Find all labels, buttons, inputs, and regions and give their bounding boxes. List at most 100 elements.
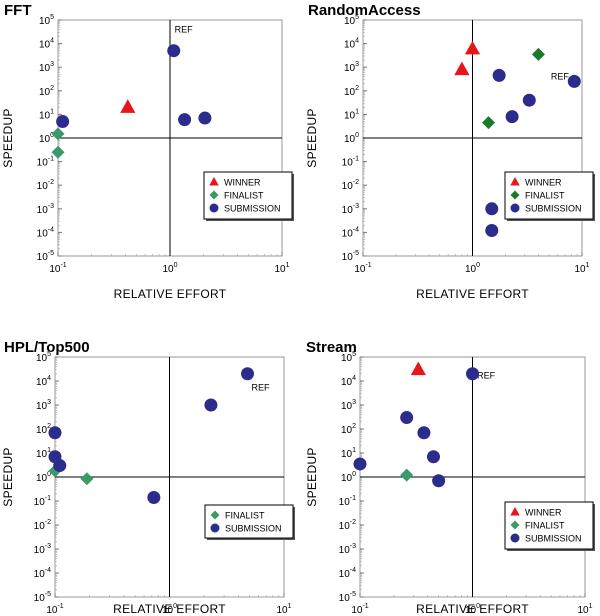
- y-tick-label: 10-2: [37, 179, 54, 192]
- data-point-submission: [198, 111, 212, 125]
- x-tick-label: 101: [577, 603, 592, 616]
- data-point-submission: [492, 68, 506, 82]
- data-point-winner: [464, 40, 481, 55]
- x-tick-label: 101: [274, 262, 289, 275]
- chart-panel-3: 10-5 10-4 10-3 10-2 10-1 100 101 102 103 104 105 10…: [1, 339, 295, 616]
- chart-panel-1: 10-5 10-4 10-3 10-2 10-1 100 101 102 103 104 105 10…: [1, 2, 294, 301]
- x-tick-label: 10-1: [46, 603, 63, 616]
- legend-marker-submission: [209, 203, 219, 213]
- chart-panel-4: 10-5 10-4 10-3 10-2 10-1 100 101 102 103 104 105 10…: [305, 339, 595, 616]
- chart-title: RandomAccess: [308, 2, 421, 19]
- x-tick-label: 100: [162, 262, 177, 275]
- y-tick-label: 10-3: [34, 543, 51, 556]
- y-tick-label: 102: [36, 423, 51, 436]
- y-tick-label: 102: [341, 423, 356, 436]
- legend-marker-finalist: [209, 190, 219, 200]
- x-tick-label: 100: [465, 262, 480, 275]
- legend-label-submission: SUBMISSION: [525, 204, 582, 214]
- data-point-submission: [485, 224, 499, 238]
- y-tick-label: 103: [39, 61, 54, 74]
- x-tick-label: 101: [276, 603, 291, 616]
- y-tick-label: 101: [344, 108, 359, 121]
- y-tick-label: 102: [344, 85, 359, 98]
- legend-label-winner: WINNER: [525, 508, 562, 518]
- x-axis-label: RELATIVE EFFORT: [114, 287, 227, 301]
- y-tick-label: 102: [39, 85, 54, 98]
- y-tick-label: 100: [344, 132, 359, 145]
- legend-marker-finalist: [210, 510, 220, 520]
- y-tick-label: 10-4: [342, 226, 359, 239]
- legend-label-winner: WINNER: [525, 178, 562, 188]
- data-point-submission: [417, 426, 431, 440]
- legend-marker-finalist: [510, 190, 520, 200]
- legend-marker-finalist: [510, 520, 520, 530]
- data-point-submission: [48, 426, 62, 440]
- y-tick-label: 101: [341, 447, 356, 460]
- legend-label-finalist: FINALIST: [525, 191, 565, 201]
- x-tick-label: 10-1: [351, 603, 368, 616]
- data-point-winner: [410, 361, 426, 376]
- legend-box: [204, 504, 294, 539]
- ref-annotation: REF: [175, 24, 194, 34]
- y-tick-label: 103: [36, 399, 51, 412]
- legend-marker-winner: [510, 507, 520, 516]
- y-tick-label: 10-3: [339, 543, 356, 556]
- data-point-finalist: [400, 468, 414, 482]
- y-tick-label: 104: [341, 375, 356, 388]
- legend: FINALIST SUBMISSION: [204, 504, 295, 540]
- x-tick-label: 100: [162, 603, 177, 616]
- data-point-submission: [53, 459, 67, 473]
- data-point-submission: [466, 367, 479, 381]
- legend-label-finalist: FINALIST: [225, 511, 265, 521]
- y-tick-label: 103: [341, 399, 356, 412]
- legend: WINNER FINALIST SUBMISSION: [504, 171, 595, 221]
- data-point-winner: [120, 99, 136, 113]
- y-tick-label: 10-1: [34, 495, 51, 508]
- x-axis-label: RELATIVE EFFORT: [416, 287, 529, 301]
- y-tick-label: 10-4: [34, 567, 51, 580]
- y-tick-label: 10-3: [342, 203, 359, 216]
- legend-label-finalist: FINALIST: [525, 521, 565, 531]
- data-point-submission: [485, 202, 499, 216]
- y-tick-label: 101: [36, 447, 51, 460]
- y-tick-label: 105: [341, 351, 356, 364]
- legend: WINNER FINALIST SUBMISSION: [203, 171, 294, 221]
- data-point-winner: [454, 61, 470, 76]
- y-tick-label: 10-5: [342, 250, 359, 263]
- data-point-finalist: [531, 47, 545, 61]
- y-tick-label: 10-5: [339, 591, 356, 604]
- data-point-finalist: [51, 127, 65, 141]
- y-tick-label: 10-3: [37, 203, 54, 216]
- x-axis-label: RELATIVE EFFORT: [113, 602, 226, 616]
- x-tick-label: 10-1: [354, 262, 371, 275]
- legend: WINNER FINALIST SUBMISSION: [504, 501, 595, 551]
- legend-label-submission: SUBMISSION: [225, 524, 282, 534]
- chart-title: Stream: [306, 339, 357, 356]
- legend-label-submission: SUBMISSION: [224, 204, 281, 214]
- ref-annotation: REF: [477, 370, 496, 380]
- y-tick-label: 105: [344, 14, 359, 27]
- y-tick-label: 100: [36, 471, 51, 484]
- legend-marker-winner: [209, 177, 219, 186]
- y-tick-label: 10-5: [34, 591, 51, 604]
- data-point-submission: [567, 74, 581, 88]
- y-tick-label: 10-4: [339, 567, 356, 580]
- y-axis-label: SPEEDUP: [305, 108, 319, 167]
- data-point-submission: [204, 398, 218, 412]
- legend-label-finalist: FINALIST: [224, 191, 264, 201]
- data-point-finalist: [51, 145, 65, 159]
- data-point-submission: [505, 110, 519, 124]
- y-tick-label: 103: [344, 61, 359, 74]
- legend-marker-submission: [510, 203, 520, 213]
- y-axis-label: SPEEDUP: [1, 108, 15, 167]
- ref-annotation: REF: [551, 72, 570, 82]
- data-point-finalist: [482, 116, 496, 130]
- x-tick-label: 101: [574, 262, 589, 275]
- chart-panel-2: 10-5 10-4 10-3 10-2 10-1 100 101 102 103 104 105 10…: [305, 2, 595, 301]
- y-tick-label: 100: [341, 471, 356, 484]
- y-tick-label: 10-5: [37, 250, 54, 263]
- data-point-submission: [178, 113, 192, 127]
- legend-box: [504, 501, 594, 550]
- data-point-submission: [56, 115, 70, 129]
